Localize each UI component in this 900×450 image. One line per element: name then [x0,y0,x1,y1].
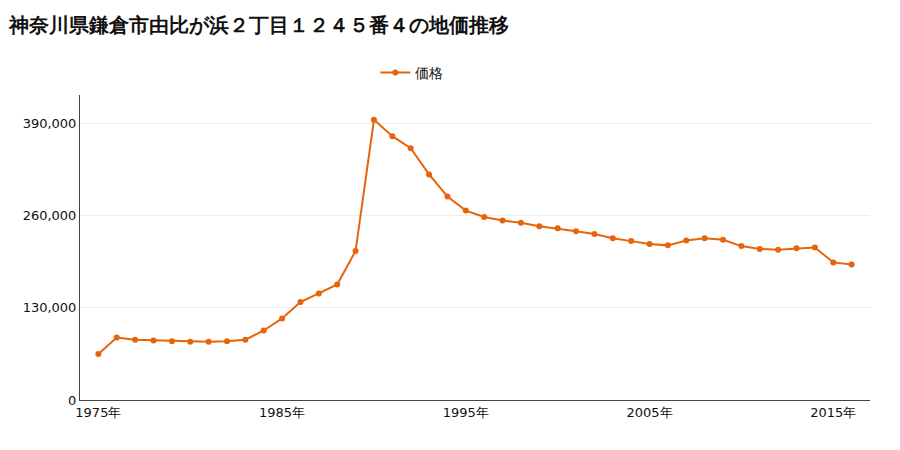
svg-text:260,000: 260,000 [23,208,77,223]
svg-text:2015年: 2015年 [810,405,856,420]
svg-text:1995年: 1995年 [443,405,489,420]
svg-text:神奈川県鎌倉市由比が浜２丁目１２４５番４の地価推移: 神奈川県鎌倉市由比が浜２丁目１２４５番４の地価推移 [8,13,509,37]
svg-text:2005年: 2005年 [626,405,672,420]
svg-text:130,000: 130,000 [23,300,77,315]
svg-text:390,000: 390,000 [23,116,77,131]
svg-text:0: 0 [68,393,76,408]
svg-text:1985年: 1985年 [259,405,305,420]
svg-text:1975年: 1975年 [75,405,121,420]
svg-text:価格: 価格 [415,65,443,81]
